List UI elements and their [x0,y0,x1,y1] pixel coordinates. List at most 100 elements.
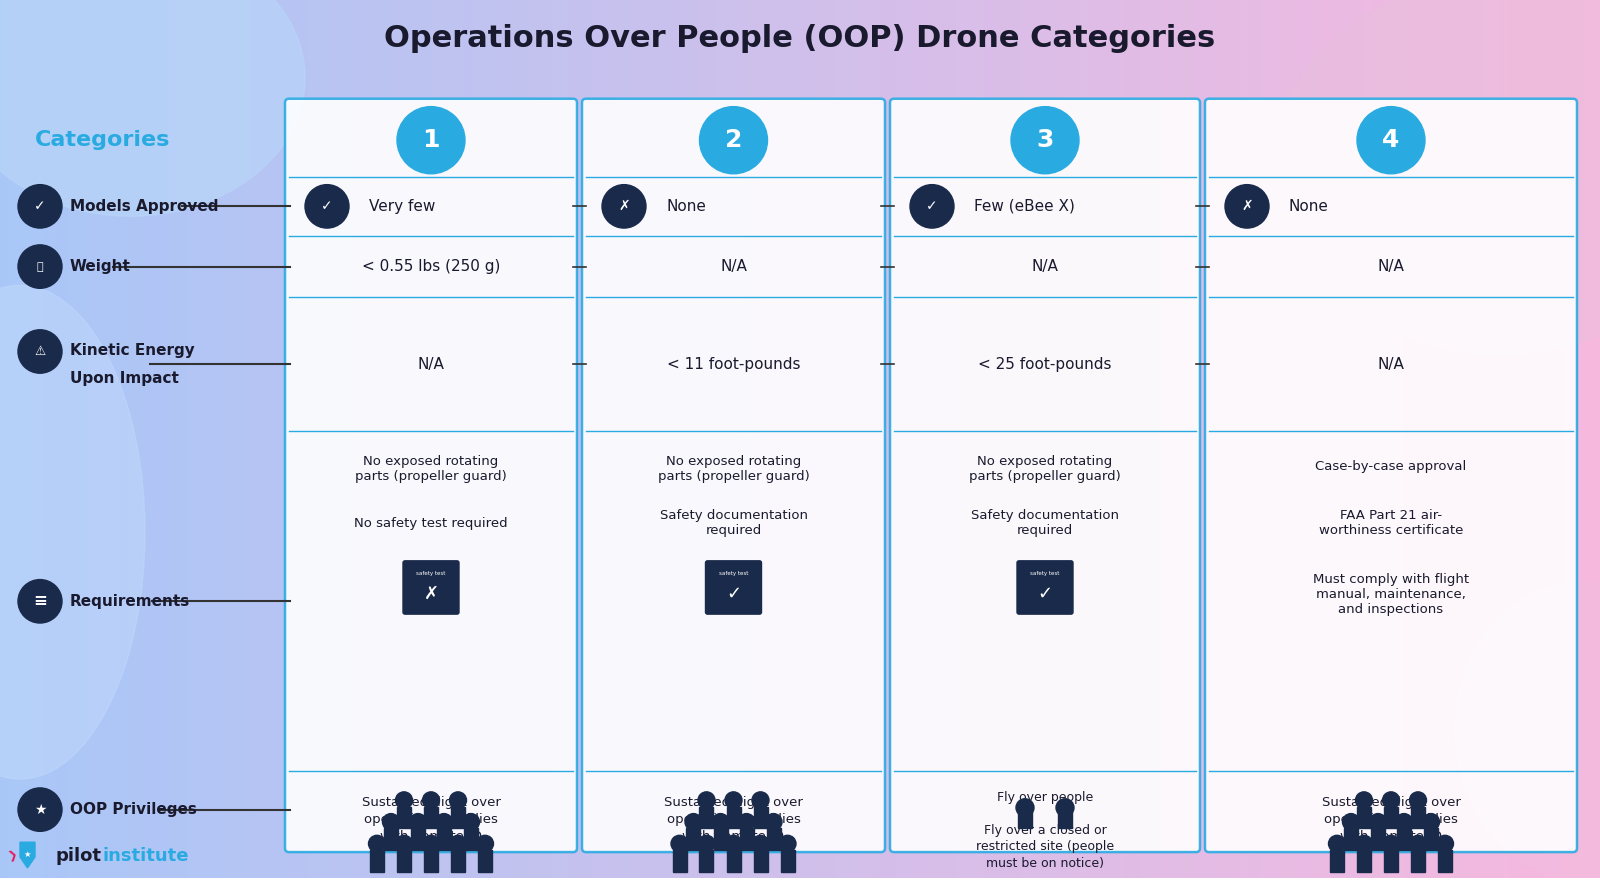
Circle shape [1370,813,1387,830]
Bar [1528,0,1538,877]
Bar [1128,0,1138,877]
Circle shape [1422,813,1440,830]
Bar [1533,0,1541,877]
Bar [120,0,130,877]
Bar [1171,0,1181,877]
Circle shape [1382,792,1400,809]
Ellipse shape [1454,581,1600,877]
Bar [640,0,650,877]
Bar [726,806,741,829]
Bar [1309,0,1317,877]
Text: 3: 3 [1037,128,1054,152]
Bar [1304,0,1314,877]
Bar [336,0,346,877]
Text: safety test: safety test [416,571,446,576]
Bar [766,829,781,850]
Bar [803,0,813,877]
Bar [1224,0,1234,877]
Bar [787,0,797,877]
Bar [1344,0,1354,877]
Bar [288,0,298,877]
Bar [1416,0,1426,877]
Bar [699,850,714,872]
Bar [957,0,965,877]
Bar [1336,0,1346,877]
Bar [584,0,594,877]
Bar [1213,0,1221,877]
Circle shape [410,813,427,830]
Bar [637,0,645,877]
Bar [80,0,90,877]
Bar [277,0,285,877]
Bar [728,0,738,877]
Bar [488,0,498,877]
Bar [184,0,194,877]
Text: ✓: ✓ [926,199,938,213]
Bar [312,0,322,877]
Bar [947,0,957,877]
Bar [1085,0,1093,877]
Bar [1571,0,1581,877]
Bar [445,0,453,877]
Bar [48,0,58,877]
Text: Very few: Very few [370,199,435,214]
Bar [1200,0,1210,877]
Text: Upon Impact: Upon Impact [70,371,179,386]
Text: Sustained flight over
open-air assemblies
with Remote ID: Sustained flight over open-air assemblie… [664,796,803,843]
Bar [477,0,485,877]
Bar [928,0,938,877]
Bar [1008,0,1018,877]
Circle shape [1011,107,1078,173]
Bar [256,0,266,877]
Bar [397,850,411,872]
Bar [552,0,562,877]
Bar [291,0,301,877]
Bar [61,0,69,877]
Bar [1325,0,1333,877]
Bar [1488,0,1498,877]
Bar [1123,0,1133,877]
Text: < 11 foot-pounds: < 11 foot-pounds [667,356,800,372]
Bar [912,0,922,877]
Bar [568,0,578,877]
Bar [1517,0,1525,877]
Bar [205,0,213,877]
Text: ✗: ✗ [1242,199,1253,213]
Bar [819,0,829,877]
Bar [301,0,309,877]
Bar [1232,0,1242,877]
Bar [1330,850,1344,872]
Ellipse shape [0,285,146,779]
Bar [1240,0,1250,877]
Text: No exposed rotating
parts (propeller guard): No exposed rotating parts (propeller gua… [970,455,1122,483]
Bar [264,0,274,877]
Bar [1371,829,1386,850]
Bar [1251,0,1261,877]
Bar [1155,0,1165,877]
Circle shape [422,836,440,852]
Bar [232,0,242,877]
Bar [304,0,314,877]
Circle shape [462,813,480,830]
Bar [1096,0,1106,877]
Bar [320,0,330,877]
Bar [800,0,810,877]
Bar [624,0,634,877]
Bar [936,0,946,877]
Circle shape [422,792,440,809]
Bar [1520,0,1530,877]
Circle shape [1382,836,1400,852]
Circle shape [395,792,413,809]
Text: N/A: N/A [1378,356,1405,372]
Bar [227,0,237,877]
Bar [243,0,253,877]
Bar [1152,0,1162,877]
Bar [483,0,493,877]
Bar [816,0,826,877]
Bar [1555,0,1565,877]
Bar [323,0,333,877]
Bar [328,0,338,877]
Bar [29,0,37,877]
Bar [576,0,586,877]
Text: ❯: ❯ [6,848,18,861]
